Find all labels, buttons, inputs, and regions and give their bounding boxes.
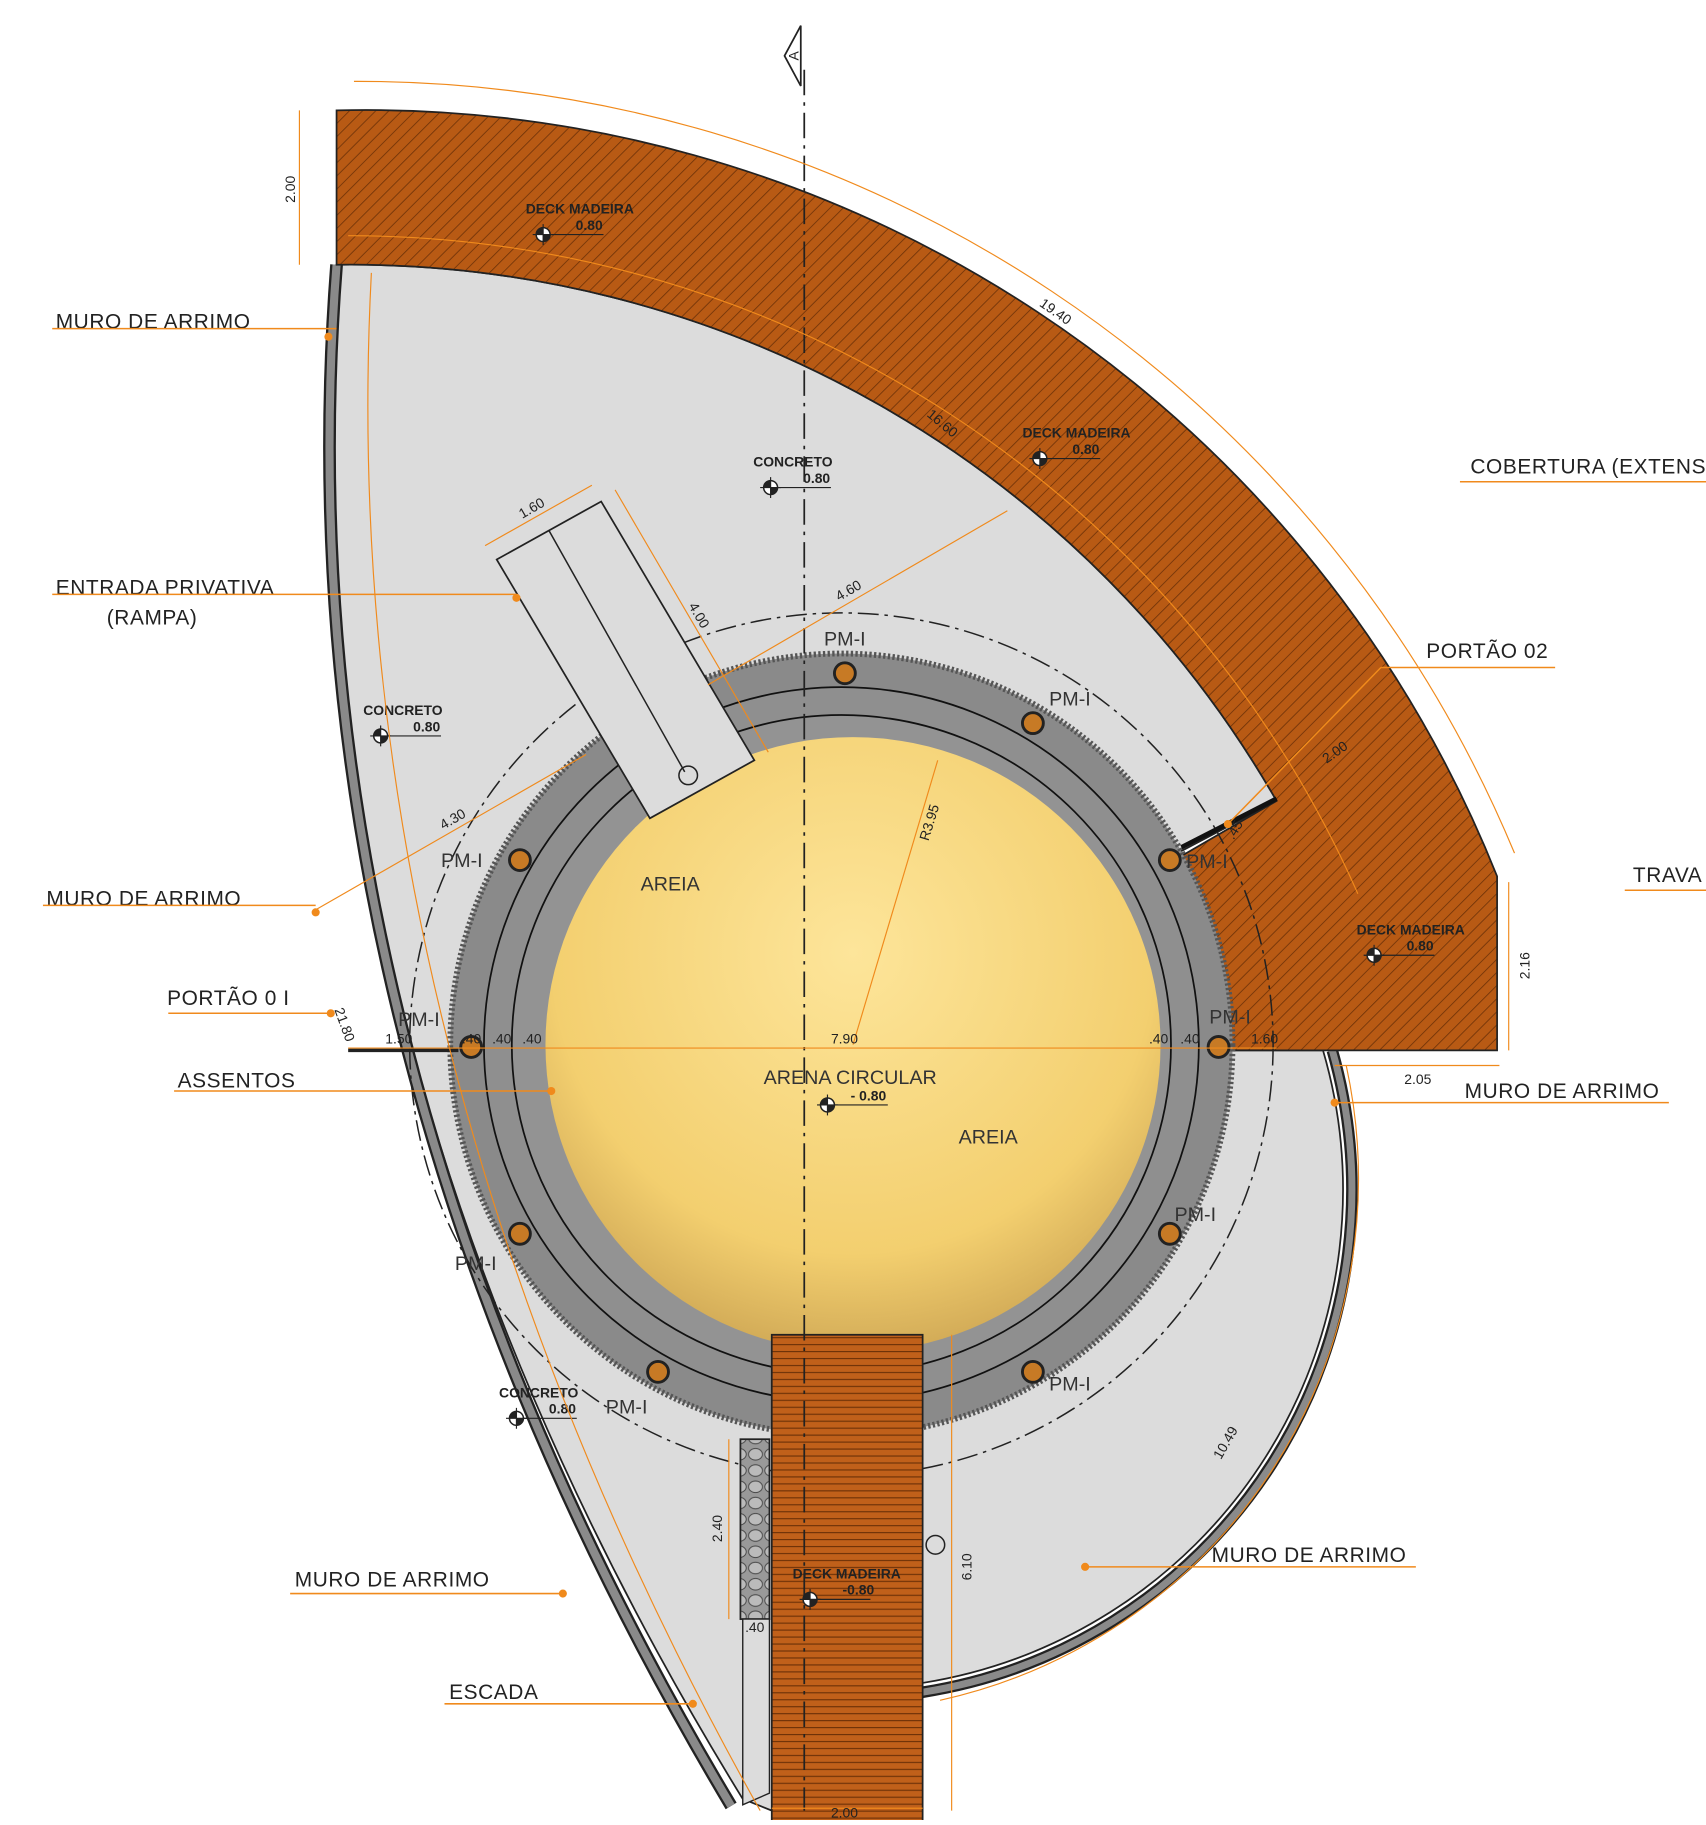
callout-label: TRAVA bbox=[1633, 864, 1702, 887]
dimension: 2.05 bbox=[1404, 1071, 1431, 1087]
level-value: - 0.80 bbox=[851, 1087, 887, 1103]
leader-dot bbox=[689, 1700, 697, 1708]
callout-label: ASSENTOS bbox=[178, 1070, 296, 1093]
level-value: 0.80 bbox=[803, 470, 830, 486]
level-material: CONCRETO bbox=[753, 454, 833, 470]
pillar bbox=[509, 850, 530, 871]
pillar bbox=[834, 663, 855, 684]
pillar-label: PM-I bbox=[606, 1397, 648, 1419]
section-marker-label: A bbox=[785, 50, 801, 60]
pillar bbox=[1022, 1361, 1043, 1382]
leader-dot bbox=[512, 594, 520, 602]
level-value: 0.80 bbox=[413, 718, 440, 734]
level-value: -0.80 bbox=[843, 1582, 875, 1598]
callout-label: (RAMPA) bbox=[107, 607, 198, 630]
pillar bbox=[648, 1361, 669, 1382]
pillar bbox=[1159, 1223, 1180, 1244]
leader-dot bbox=[312, 908, 320, 916]
level-material: DECK MADEIRA bbox=[1022, 425, 1130, 441]
dimension: .40 bbox=[522, 1030, 542, 1046]
pillar-label: PM-I bbox=[1209, 1007, 1251, 1029]
level-material: DECK MADEIRA bbox=[526, 201, 634, 217]
leader-dot bbox=[547, 1087, 555, 1095]
dimension: 2.40 bbox=[709, 1515, 725, 1542]
callout-label: COBERTURA (EXTENSÃ bbox=[1470, 455, 1706, 479]
pillar-label: PM-I bbox=[1049, 689, 1091, 711]
site-plan: A PM-I PM-I PM-I PM-I PM-I PM-I PM-I PM-… bbox=[0, 0, 1706, 1820]
level-material: CONCRETO bbox=[363, 702, 443, 718]
dimension: 1.60 bbox=[1251, 1030, 1278, 1046]
pillar-label: PM-I bbox=[1186, 851, 1228, 873]
pillar bbox=[1159, 850, 1180, 871]
pillar bbox=[1022, 713, 1043, 734]
callout-label: ESCADA bbox=[449, 1681, 538, 1704]
dimension: .40 bbox=[1180, 1030, 1200, 1046]
dimension: .40 bbox=[745, 1619, 765, 1635]
callout-label: MURO DE ARRIMO bbox=[56, 311, 251, 334]
level-value: 0.80 bbox=[1407, 938, 1434, 954]
callout-label: MURO DE ARRIMO bbox=[295, 1569, 490, 1592]
level-value: 0.80 bbox=[549, 1401, 576, 1417]
pillar-label: PM-I bbox=[441, 850, 483, 872]
leader-dot bbox=[324, 333, 332, 341]
dimension: 2.16 bbox=[1517, 952, 1533, 979]
pillar-label: PM-I bbox=[398, 1009, 440, 1031]
level-value: 0.80 bbox=[576, 217, 603, 233]
dimension: 2.00 bbox=[282, 176, 298, 203]
dimension: 2.00 bbox=[831, 1805, 858, 1820]
callout-label: PORTÃO 0 I bbox=[167, 986, 290, 1010]
stair bbox=[743, 1619, 770, 1805]
pillar-label: PM-I bbox=[455, 1253, 497, 1275]
leader-dot bbox=[1224, 820, 1232, 828]
callout-label: MURO DE ARRIMO bbox=[46, 887, 241, 910]
callout-label: PORTÃO 02 bbox=[1426, 639, 1548, 663]
callout-label: MURO DE ARRIMO bbox=[1465, 1080, 1660, 1103]
level-material: CONCRETO bbox=[499, 1384, 579, 1400]
dimension: .40 bbox=[492, 1030, 512, 1046]
leader-dot bbox=[1081, 1563, 1089, 1571]
callout-label: MURO DE ARRIMO bbox=[1212, 1544, 1407, 1567]
area-label: AREIA bbox=[641, 873, 701, 895]
dimension: .40 bbox=[1149, 1030, 1169, 1046]
dimension: 21.80 bbox=[331, 1005, 358, 1043]
dimension: .40 bbox=[462, 1030, 482, 1046]
level-material: DECK MADEIRA bbox=[1357, 921, 1465, 937]
dimension: 7.90 bbox=[831, 1030, 858, 1046]
stone-wall bbox=[740, 1439, 769, 1619]
level-material: ARENA CIRCULAR bbox=[764, 1067, 937, 1089]
pillar bbox=[509, 1223, 530, 1244]
leader-dot bbox=[1331, 1099, 1339, 1107]
level-material: DECK MADEIRA bbox=[793, 1565, 901, 1581]
pillar-label: PM-I bbox=[1049, 1373, 1091, 1395]
pillar-label: PM-I bbox=[824, 628, 866, 650]
pillar-label: PM-I bbox=[1174, 1204, 1216, 1226]
leader-dot bbox=[327, 1009, 335, 1017]
dimension: 6.10 bbox=[958, 1553, 974, 1580]
dimension: 1.50 bbox=[385, 1030, 412, 1046]
pillar bbox=[1208, 1036, 1229, 1057]
level-value: 0.80 bbox=[1072, 441, 1099, 457]
callout-label: ENTRADA PRIVATIVA bbox=[56, 576, 275, 599]
leader-dot bbox=[559, 1589, 567, 1597]
area-label: AREIA bbox=[959, 1126, 1019, 1148]
